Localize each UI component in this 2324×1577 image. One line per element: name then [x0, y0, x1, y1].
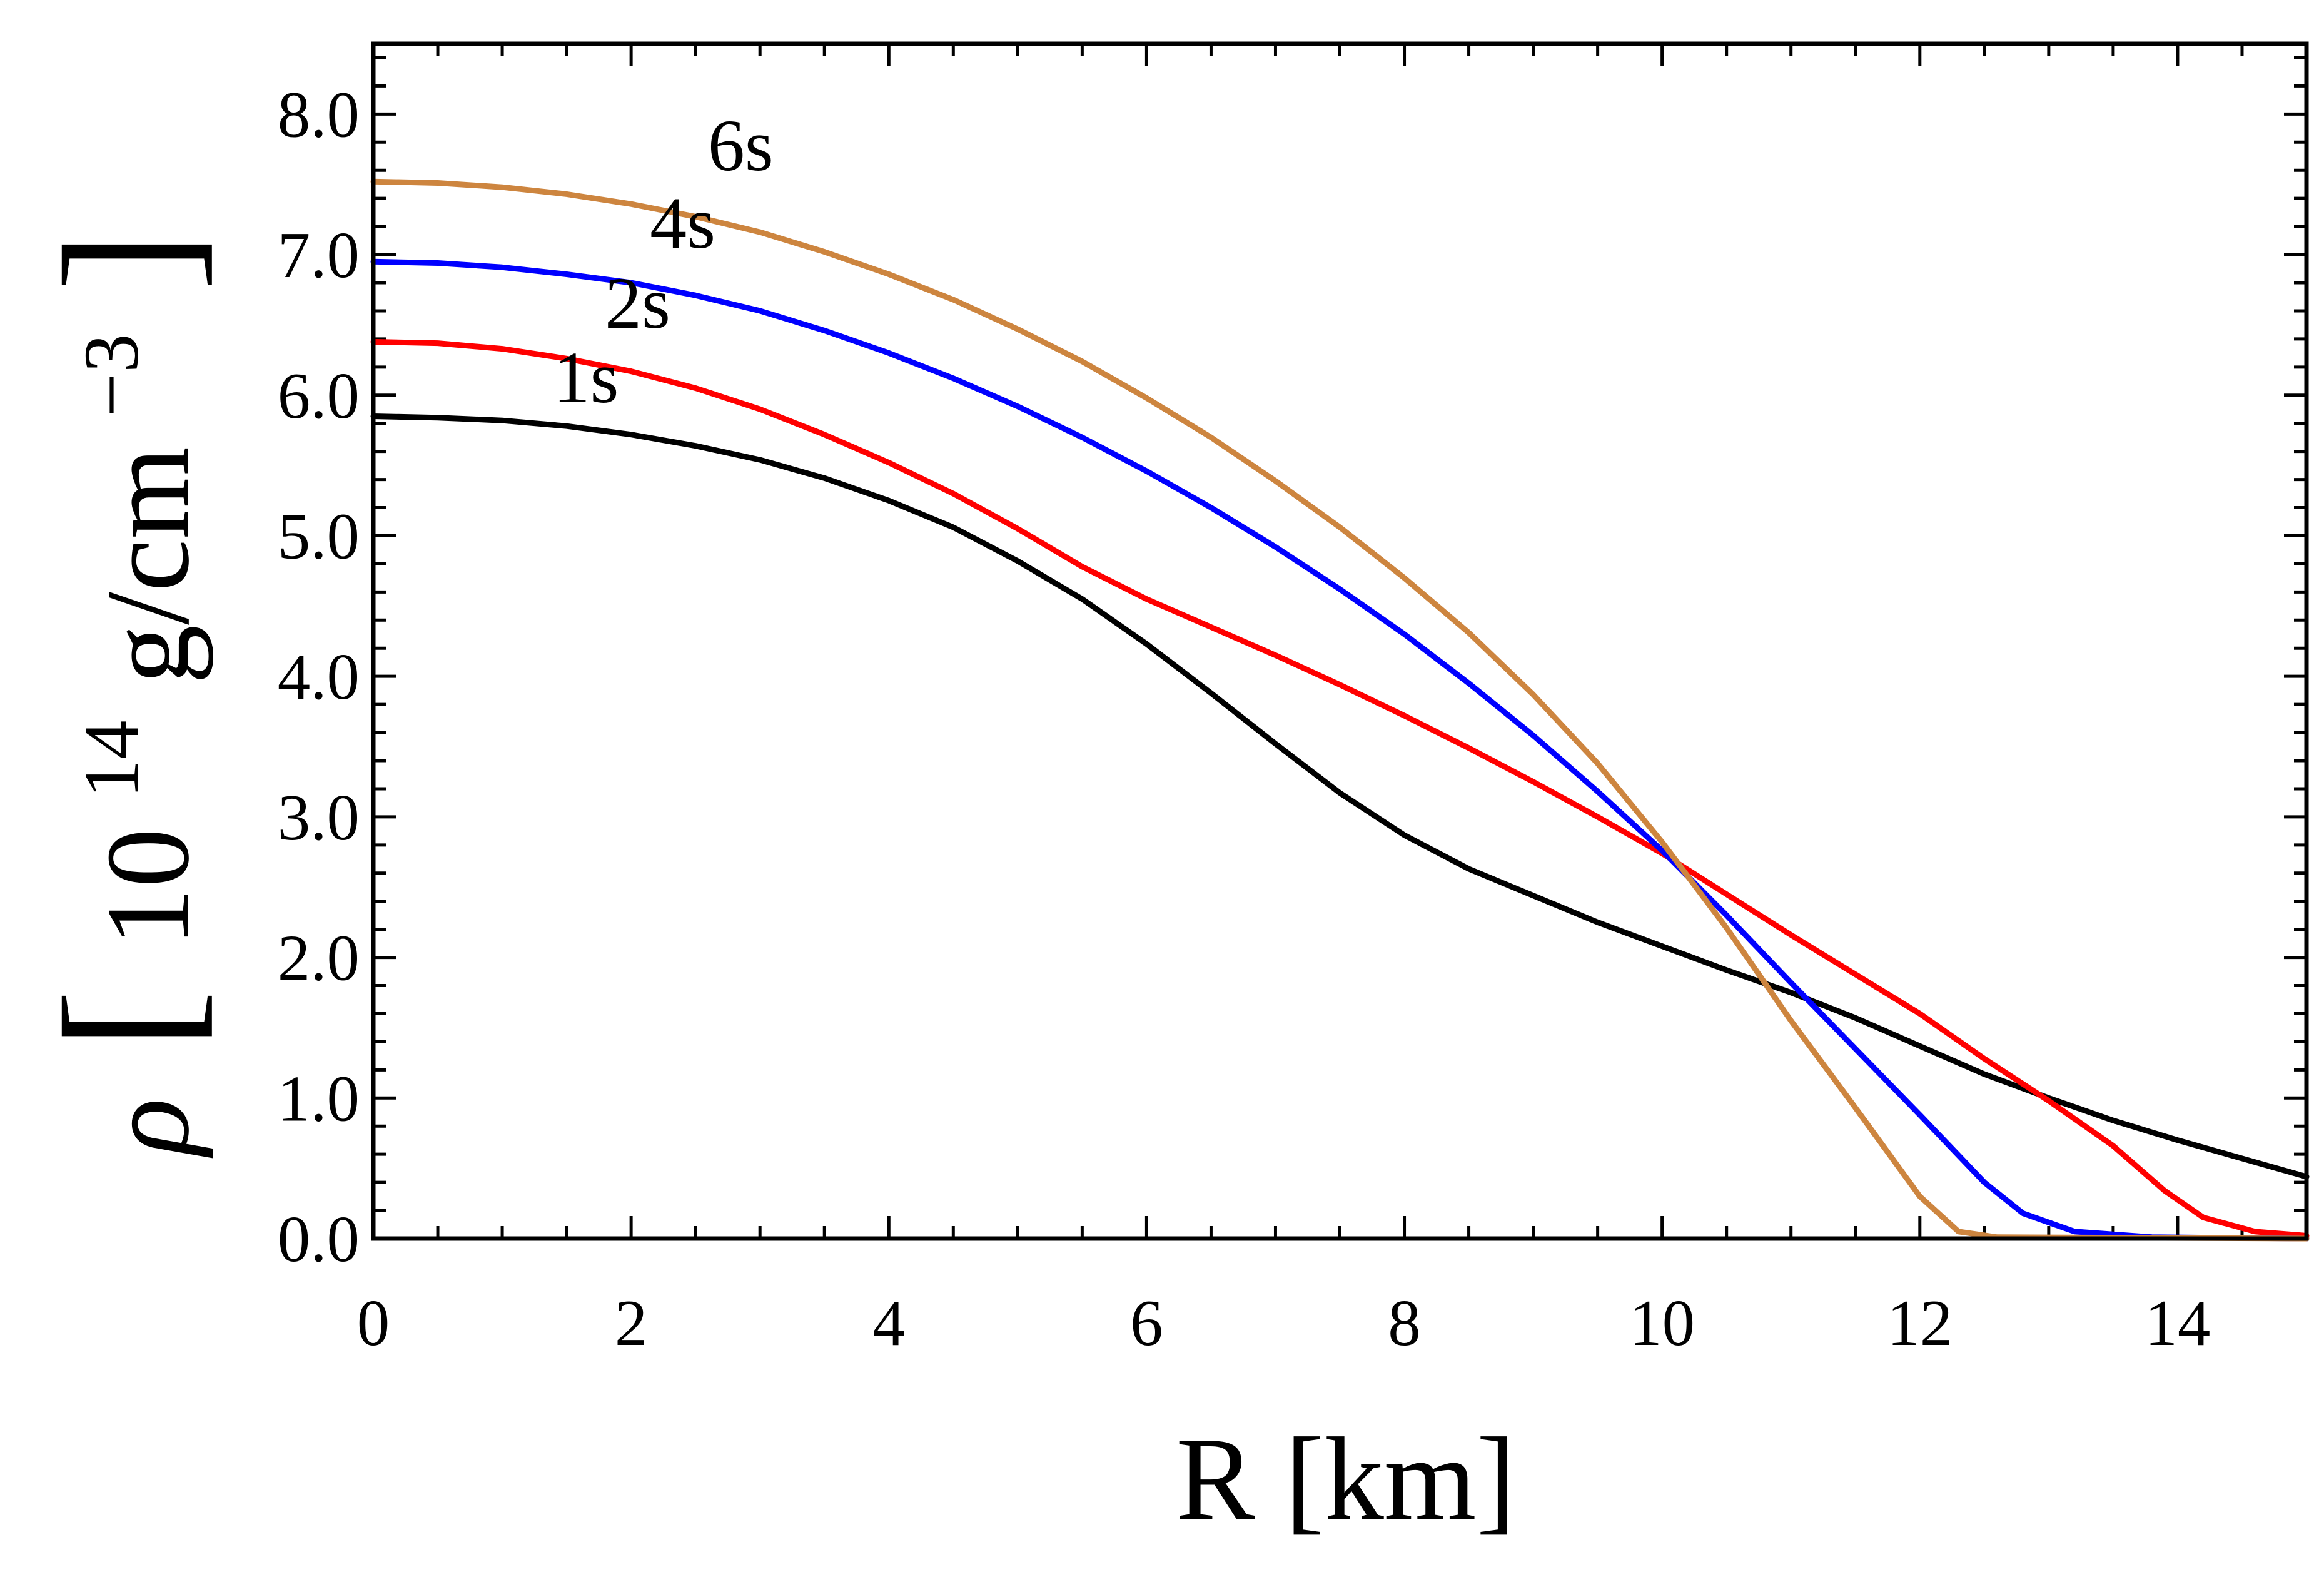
y-tick-label: 6.0 [278, 359, 360, 432]
series-label-1s: 1s [553, 337, 619, 418]
series-label-4s: 4s [650, 182, 715, 264]
x-tick-label: 2 [615, 1286, 648, 1359]
y-tick-labels: 0.0 1.0 2.0 3.0 4.0 5.0 6.0 7.0 8.0 [278, 78, 360, 1275]
x-tick-label: 6 [1130, 1286, 1163, 1359]
series-line-1s [370, 413, 2310, 1180]
plot-frame [371, 41, 2309, 1241]
y-axis-open-bracket: [ [26, 989, 227, 1050]
y-axis-unit: g/cm [83, 447, 214, 684]
x-tick-label: 14 [2145, 1286, 2210, 1359]
y-tick-label: 1.0 [278, 1062, 360, 1135]
y-tick-label: 2.0 [278, 921, 360, 995]
x-tick-labels: 0 2 4 6 8 10 12 14 [357, 1286, 2211, 1359]
y-tick-label: 5.0 [278, 499, 360, 572]
y-axis-close-bracket: ] [26, 231, 227, 292]
y-axis-unit-exponent: −3 [69, 333, 155, 417]
y-tick-label: 4.0 [278, 640, 360, 713]
y-tick-label: 0.0 [278, 1202, 360, 1275]
series-line-2s [370, 338, 2310, 1239]
y-axis-symbol: ρ [83, 1098, 214, 1158]
series-lines [370, 178, 2310, 1242]
y-tick-label: 7.0 [278, 218, 360, 292]
x-tick-label: 10 [1629, 1286, 1695, 1359]
x-tick-label: 12 [1887, 1286, 1953, 1359]
y-axis-mantissa: 10 [83, 828, 214, 947]
series-line-6s [370, 178, 2310, 1242]
x-tick-label: 8 [1388, 1286, 1421, 1359]
x-axis-title: R [km] [1176, 1414, 1516, 1545]
y-tick-label: 3.0 [278, 781, 360, 854]
svg-text:ρ [ 10 14: ρ [ 10 14 g/cm −3 ] [26, 231, 227, 1158]
series-line-4s [370, 258, 2310, 1242]
x-tick-label: 4 [872, 1286, 906, 1359]
series-label-6s: 6s [708, 104, 774, 186]
y-tick-label: 8.0 [278, 78, 360, 151]
series-label-2s: 2s [605, 262, 670, 344]
y-axis-exponent: 14 [69, 720, 155, 798]
x-tick-label: 0 [357, 1286, 390, 1359]
y-axis-title: ρ [ 10 14 g/cm −3 ] [26, 231, 227, 1158]
